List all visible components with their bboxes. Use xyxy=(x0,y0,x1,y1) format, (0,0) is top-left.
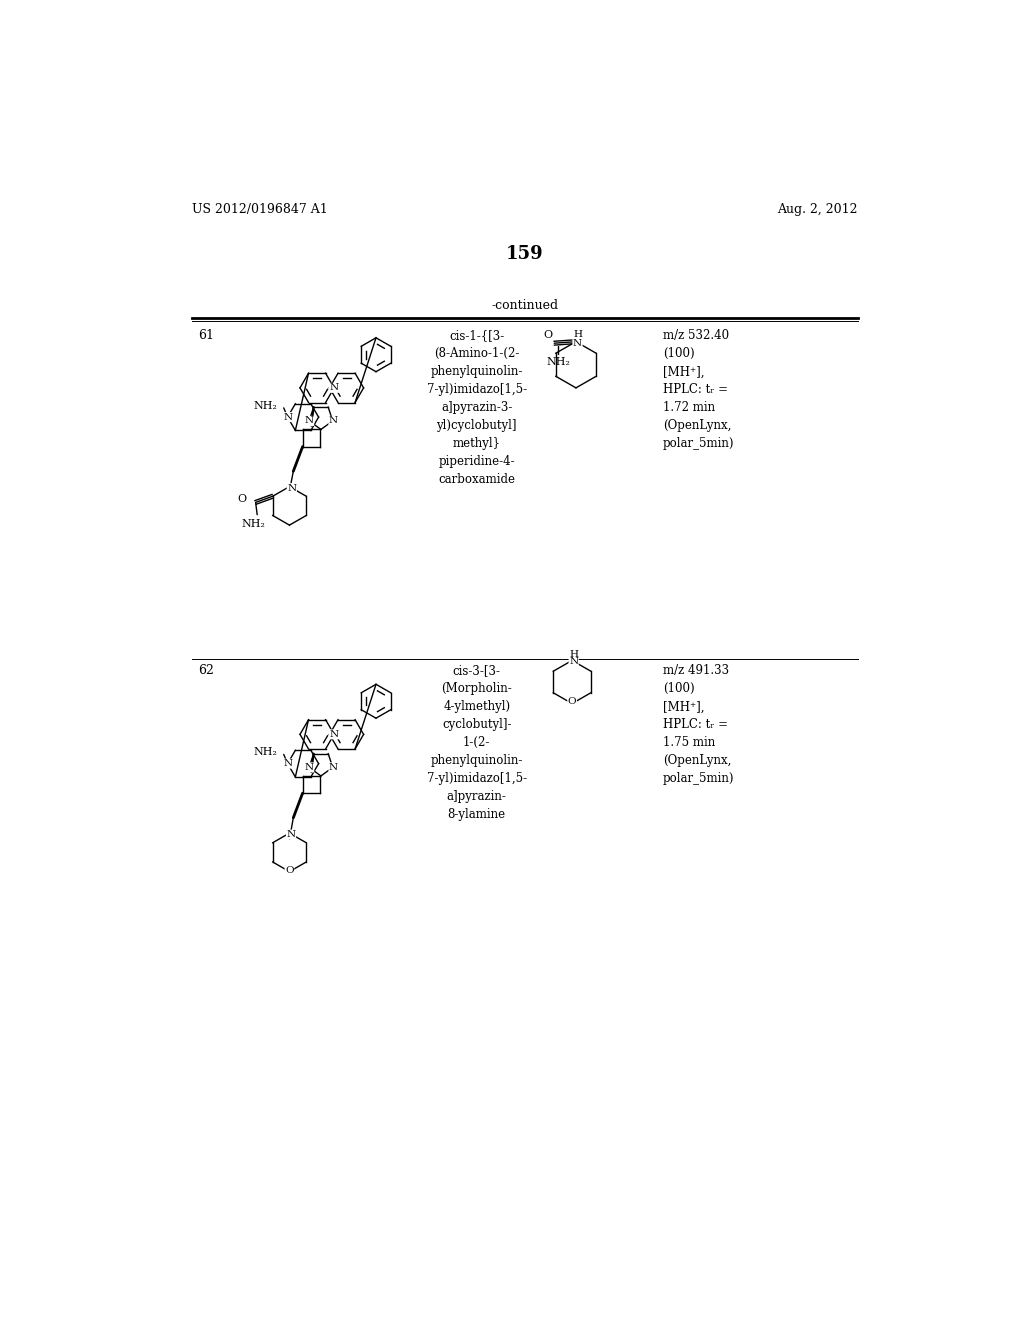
Text: N: N xyxy=(304,416,313,425)
Text: O: O xyxy=(544,330,553,339)
Text: N: N xyxy=(330,383,339,392)
Text: m/z 491.33
(100)
[MH⁺],
HPLC: tᵣ =
1.75 min
(OpenLynx,
polar_5min): m/z 491.33 (100) [MH⁺], HPLC: tᵣ = 1.75 … xyxy=(663,664,734,785)
Text: N: N xyxy=(330,730,339,739)
Text: N: N xyxy=(287,830,296,840)
Text: H: H xyxy=(573,330,582,339)
Text: US 2012/0196847 A1: US 2012/0196847 A1 xyxy=(191,203,328,216)
Text: O: O xyxy=(285,866,294,875)
Text: NH₂: NH₂ xyxy=(546,358,570,367)
Text: N: N xyxy=(287,483,296,492)
Text: O: O xyxy=(567,697,577,706)
Text: N: N xyxy=(283,413,292,421)
Text: cis-1-{[3-
(8-Amino-1-(2-
phenylquinolin-
7-yl)imidazo[1,5-
a]pyrazin-3-
yl)cycl: cis-1-{[3- (8-Amino-1-(2- phenylquinolin… xyxy=(427,330,526,486)
Text: Aug. 2, 2012: Aug. 2, 2012 xyxy=(777,203,858,216)
Text: N: N xyxy=(283,759,292,768)
Text: NH₂: NH₂ xyxy=(254,400,278,411)
Text: H: H xyxy=(569,649,579,659)
Text: N: N xyxy=(329,763,338,772)
Text: m/z 532.40
(100)
[MH⁺],
HPLC: tᵣ =
1.72 min
(OpenLynx,
polar_5min): m/z 532.40 (100) [MH⁺], HPLC: tᵣ = 1.72 … xyxy=(663,330,734,450)
Text: NH₂: NH₂ xyxy=(242,519,265,529)
Text: N: N xyxy=(573,339,582,347)
Text: N: N xyxy=(304,763,313,772)
Text: O: O xyxy=(238,494,247,503)
Text: N: N xyxy=(329,416,338,425)
Text: cis-3-[3-
(Morpholin-
4-ylmethyl)
cyclobutyl]-
1-(2-
phenylquinolin-
7-yl)imidaz: cis-3-[3- (Morpholin- 4-ylmethyl) cyclob… xyxy=(427,664,526,821)
Text: 62: 62 xyxy=(198,664,214,677)
Text: NH₂: NH₂ xyxy=(254,747,278,758)
Text: 61: 61 xyxy=(198,330,214,342)
Text: -continued: -continued xyxy=(492,298,558,312)
Text: N: N xyxy=(569,657,579,667)
Text: 159: 159 xyxy=(506,244,544,263)
